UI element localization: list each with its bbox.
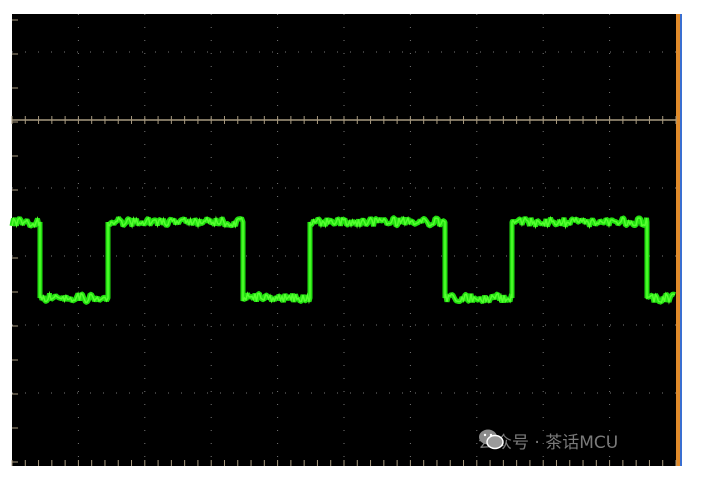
side-bar	[676, 14, 680, 466]
side-line	[680, 14, 682, 466]
watermark: 公众号 · 茶话MCU	[478, 428, 618, 453]
screen-background	[12, 14, 676, 466]
wechat-icon	[478, 428, 504, 450]
